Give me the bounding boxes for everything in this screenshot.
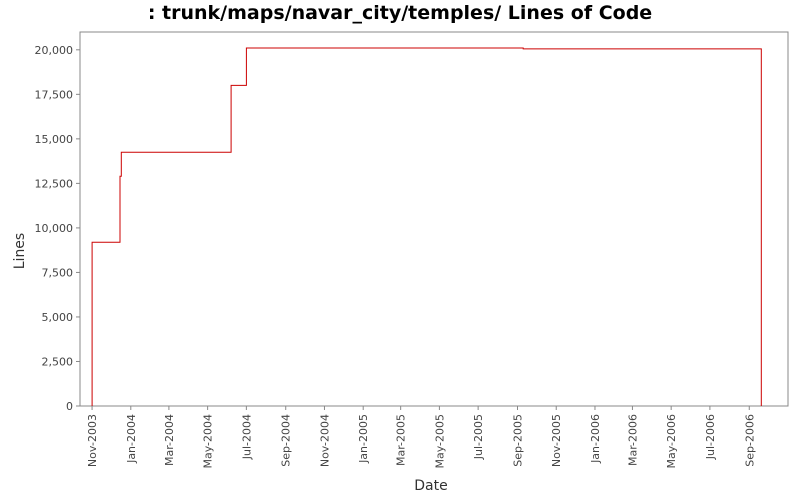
y-axis: 0 2,500 5,000 7,500 10,000 12,500 15,000 17,500… [35,44,80,413]
x-tick-label: May-2005 [433,414,446,469]
series-line [91,47,762,406]
x-tick-label: Jul-2005 [472,414,485,460]
y-tick-label: 0 [66,400,73,413]
x-tick-label: Sep-2004 [280,414,293,467]
x-axis: Nov-2003 Jan-2004 Mar-2004 May-2004 Jul-2004… [86,406,756,469]
x-tick-label: Mar-2006 [626,414,639,466]
x-tick-label: Jan-2006 [589,414,602,464]
x-axis-title: Date [414,478,447,494]
y-tick-label: 12,500 [35,177,74,190]
x-tick-label: Jul-2006 [704,414,717,460]
x-tick-label: Sep-2005 [511,414,524,467]
plot-area [79,31,789,407]
x-tick-label: Mar-2005 [395,414,408,466]
y-tick-label: 5,000 [42,311,74,324]
y-tick-label: 15,000 [35,133,74,146]
x-tick-label: Mar-2004 [163,414,176,466]
x-tick-label: Jan-2004 [125,414,138,464]
y-tick-label: 2,500 [42,355,74,368]
y-axis-title: Lines [12,233,28,269]
x-tick-label: Jan-2005 [357,414,370,464]
y-tick-label: 10,000 [35,222,74,235]
chart-title: : trunk/maps/navar_city/temples/ Lines o… [147,2,653,24]
y-tick-label: 7,500 [42,266,74,279]
y-tick-label: 17,500 [35,88,74,101]
x-tick-label: Sep-2006 [743,414,756,467]
x-tick-label: May-2006 [665,414,678,469]
x-tick-label: Nov-2004 [318,414,331,467]
x-tick-label: Jul-2004 [240,414,253,460]
x-tick-label: Nov-2003 [86,414,99,467]
x-tick-label: Nov-2005 [550,414,563,467]
x-tick-label: May-2004 [202,414,215,469]
y-tick-label: 20,000 [35,44,74,57]
